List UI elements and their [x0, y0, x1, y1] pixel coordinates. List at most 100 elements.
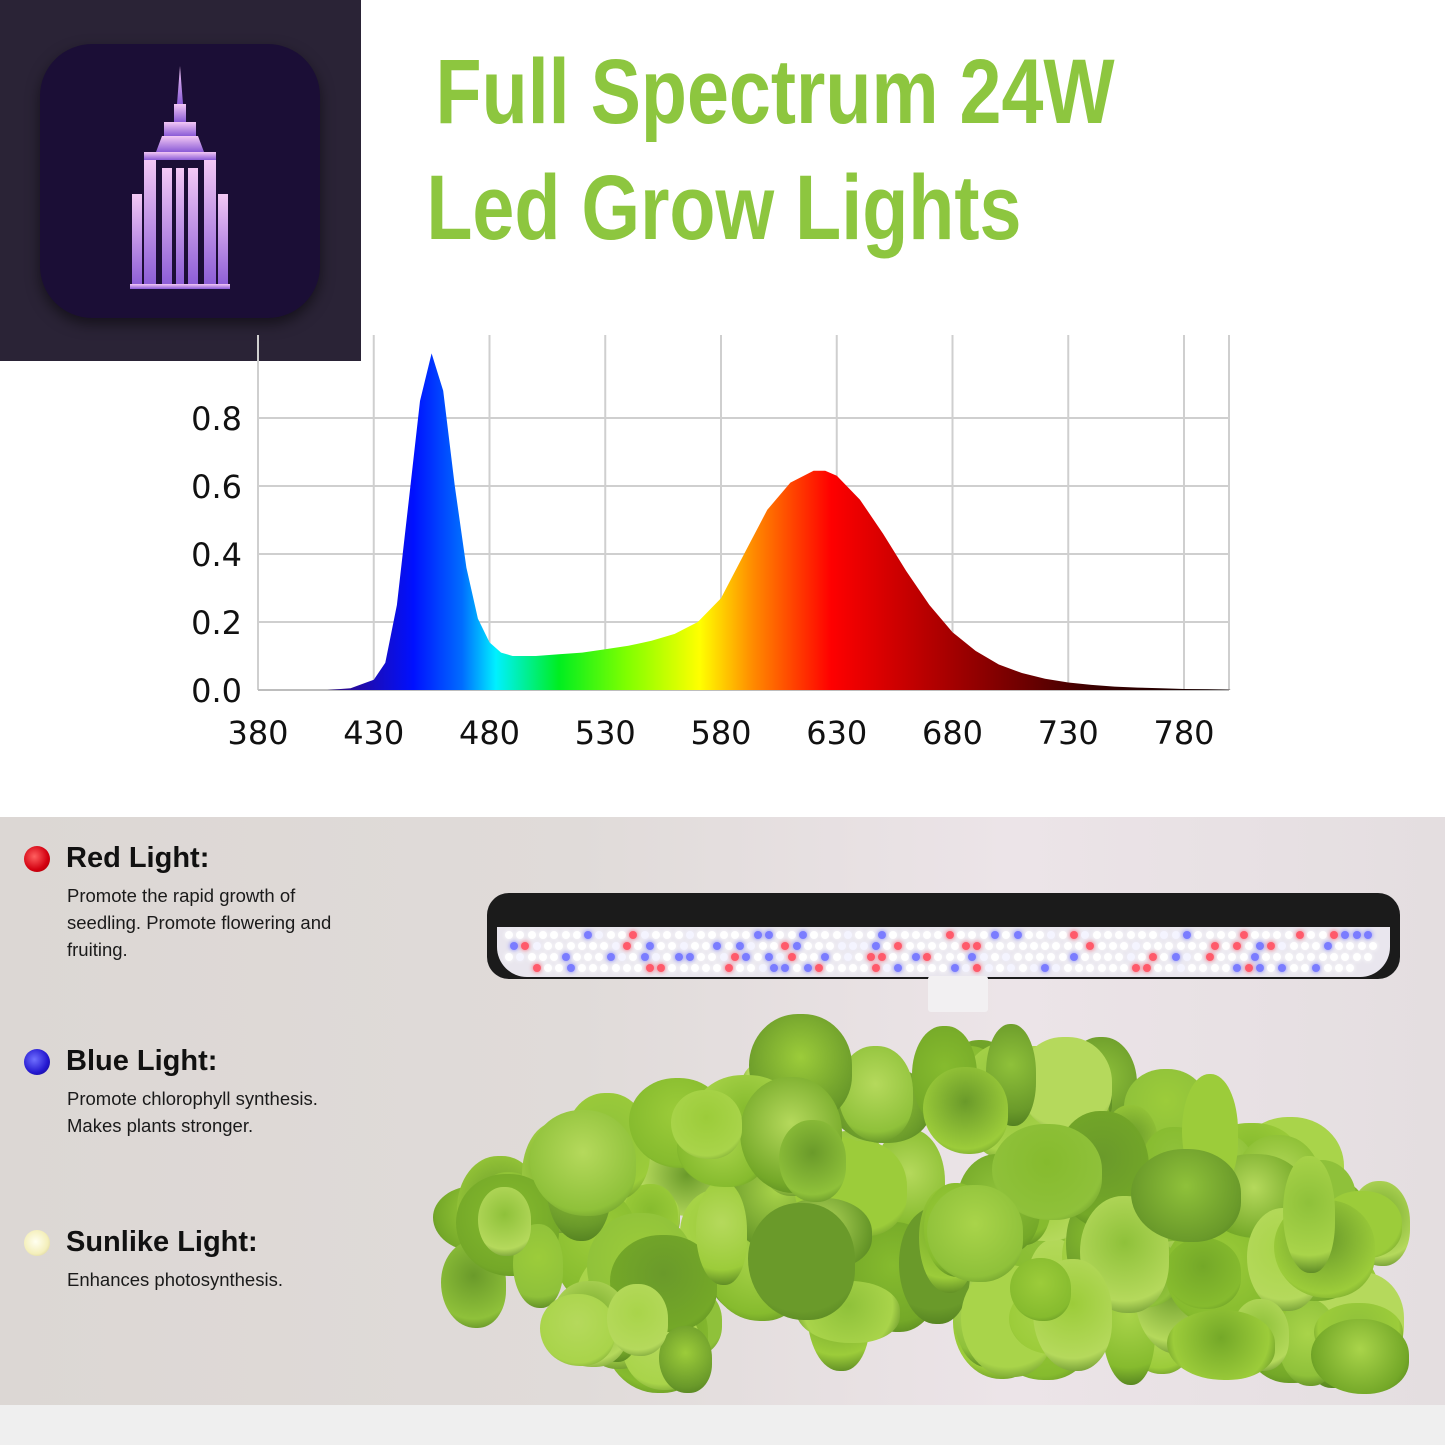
led-diode	[1103, 931, 1112, 939]
led-diode	[990, 953, 999, 961]
led-diode	[685, 931, 694, 939]
led-diode	[724, 942, 733, 950]
led-diode	[1250, 931, 1259, 939]
led-diode	[837, 942, 846, 950]
led-diode	[1002, 931, 1011, 939]
led-diode	[815, 942, 824, 950]
led-diode	[702, 964, 711, 972]
led-diode	[702, 942, 711, 950]
led-diode	[1007, 942, 1016, 950]
y-tick-label: 0.6	[191, 468, 242, 506]
skyscraper-icon	[130, 66, 230, 289]
led-diode	[1255, 942, 1264, 950]
led-diode	[516, 953, 525, 961]
led-diode	[1086, 942, 1095, 950]
led-diode	[810, 931, 819, 939]
led-diode	[1278, 964, 1287, 972]
led-diode	[577, 964, 586, 972]
led-diode	[979, 931, 988, 939]
led-diode	[803, 964, 812, 972]
led-diode	[690, 964, 699, 972]
led-diode	[1357, 942, 1366, 950]
x-tick-label: 630	[806, 714, 867, 752]
led-diode	[1363, 953, 1372, 961]
led-diode	[668, 942, 677, 950]
led-diode	[1296, 931, 1304, 939]
led-diode	[792, 942, 801, 950]
led-diode	[1352, 953, 1361, 961]
led-diode	[1160, 931, 1169, 939]
led-diode	[911, 931, 920, 939]
led-diode	[1131, 942, 1140, 950]
feature-text: Enhances photosynthesis.	[67, 1269, 283, 1290]
led-diode	[1312, 964, 1321, 972]
led-diode	[1092, 953, 1101, 961]
lettuce-leaf	[695, 1180, 747, 1285]
feature-title: Sunlike Light:	[66, 1226, 258, 1258]
led-diode	[753, 953, 762, 961]
led-diode	[566, 942, 575, 950]
led-diode	[798, 931, 807, 939]
led-diode	[1267, 942, 1276, 950]
led-diode	[656, 964, 665, 972]
led-diode	[877, 953, 886, 961]
led-diode	[640, 953, 649, 961]
led-diode	[600, 964, 609, 972]
led-diode	[1346, 964, 1355, 972]
lettuce-leaf	[530, 1109, 637, 1216]
led-diode	[505, 931, 513, 939]
feature-title: Blue Light:	[66, 1045, 218, 1077]
led-diode	[1176, 964, 1185, 972]
led-diode	[1228, 953, 1237, 961]
led-diode	[679, 942, 688, 950]
led-diode	[1250, 953, 1259, 961]
led-diode	[656, 942, 665, 950]
led-diode	[697, 953, 706, 961]
led-diode	[713, 964, 722, 972]
led-diode	[1092, 931, 1101, 939]
led-diode	[1273, 931, 1282, 939]
led-diode	[781, 942, 790, 950]
led-diode	[776, 931, 785, 939]
led-diode	[753, 931, 762, 939]
led-diode	[634, 964, 643, 972]
led-diode	[1120, 942, 1129, 950]
led-diode	[724, 964, 733, 972]
led-diode	[618, 953, 626, 961]
led-diode	[815, 964, 824, 972]
led-diode	[719, 953, 728, 961]
led-diode	[1063, 942, 1072, 950]
led-diode	[882, 942, 891, 950]
led-diode	[543, 942, 552, 950]
led-diode	[1058, 953, 1067, 961]
led-diode	[1210, 964, 1219, 972]
led-diode	[968, 931, 977, 939]
led-diode	[1058, 931, 1067, 939]
led-diode	[950, 964, 959, 972]
led-diode	[606, 953, 615, 961]
lettuce-leaf	[1009, 1258, 1072, 1321]
led-diode	[764, 953, 773, 961]
feature-text: Promote the rapid growth of seedling. Pr…	[67, 885, 332, 960]
led-diode	[1108, 964, 1117, 972]
lettuce-leaf	[1283, 1155, 1335, 1274]
led-diode	[623, 942, 631, 950]
led-lamp-panel	[487, 893, 1400, 979]
app-logo	[40, 44, 320, 318]
led-diode	[900, 931, 909, 939]
led-diode	[1018, 942, 1027, 950]
led-diode	[962, 942, 970, 950]
led-diode	[939, 942, 948, 950]
led-diode	[916, 942, 925, 950]
led-diode	[1183, 931, 1191, 939]
led-diode	[532, 964, 541, 972]
x-tick-label: 530	[575, 714, 636, 752]
led-diode	[595, 953, 604, 961]
led-diode	[1255, 964, 1264, 972]
led-diode	[1323, 964, 1332, 972]
blue-dot-icon	[24, 1049, 50, 1075]
lettuce-leaf	[1131, 1149, 1241, 1242]
led-diode	[555, 964, 564, 972]
led-diode	[855, 931, 864, 939]
led-diode	[1024, 953, 1033, 961]
